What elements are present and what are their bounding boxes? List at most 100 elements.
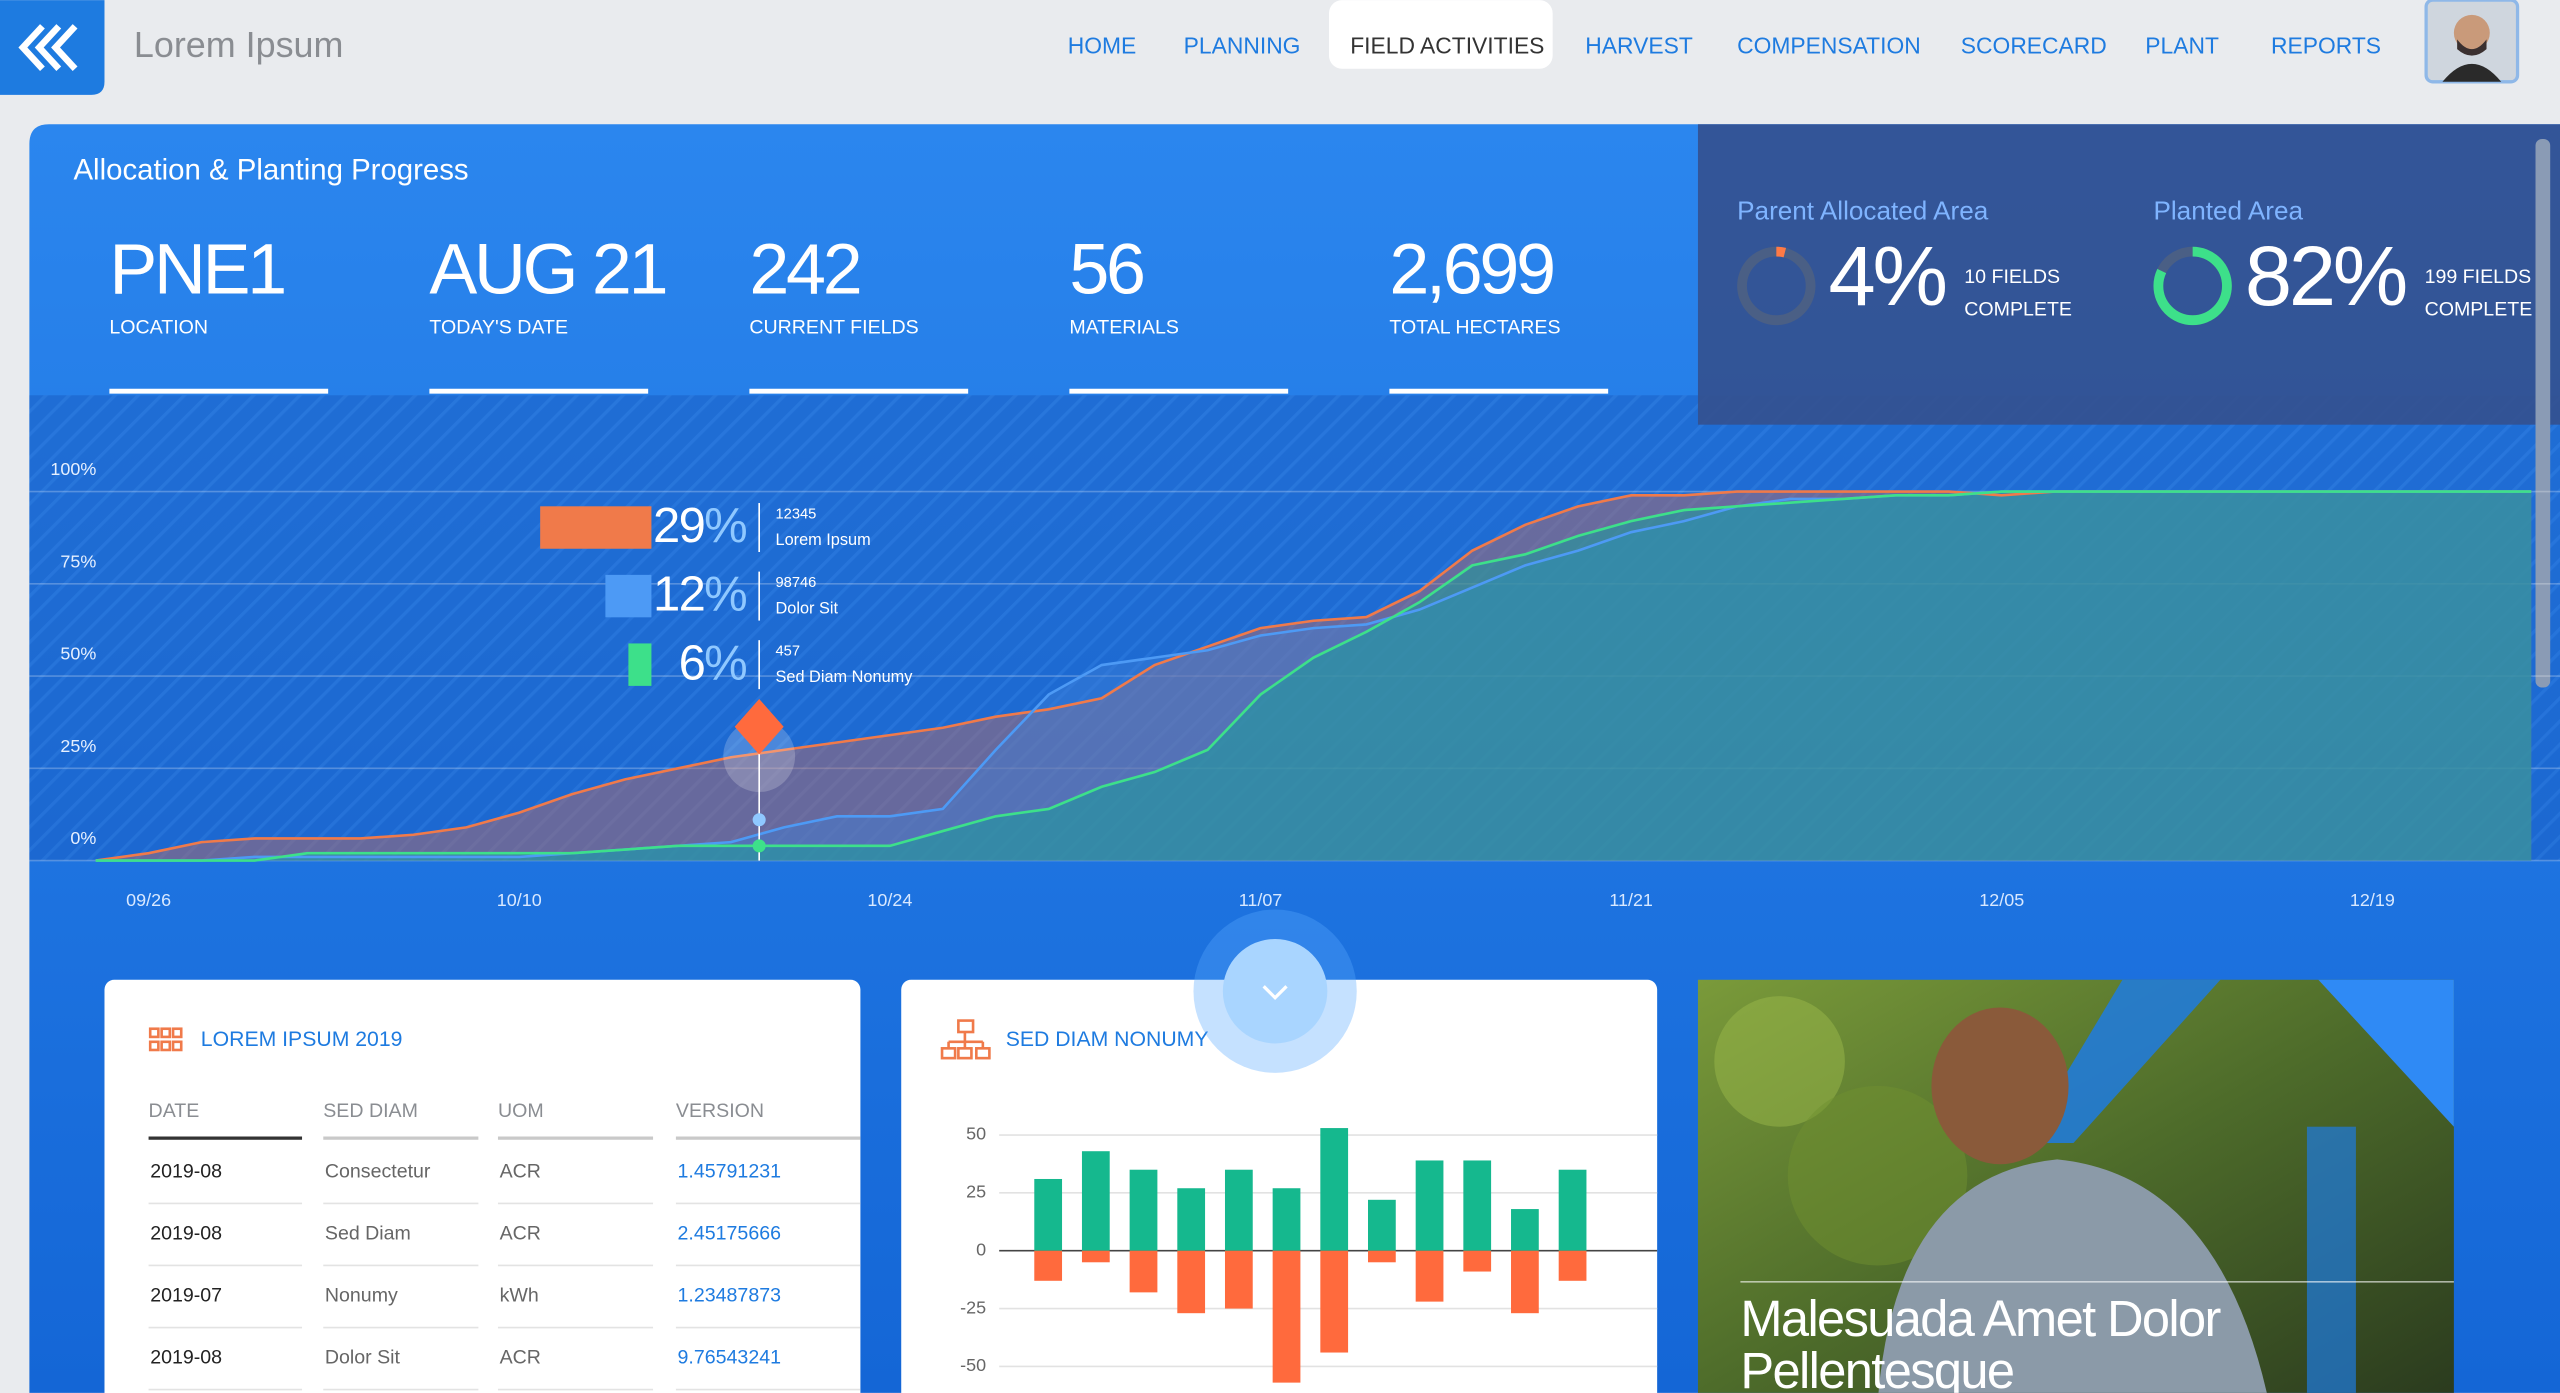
tooltip-number: 6 [679,636,705,690]
gauge-panel [1697,124,2560,425]
bar [1081,1250,1110,1263]
bar [1558,1169,1587,1251]
table-card [104,979,861,1393]
y-tick-label: 0% [70,828,96,848]
tooltip-unit: % [704,499,746,553]
y-tick-label: 50 [966,1124,986,1144]
bar [1463,1250,1492,1272]
tooltip-value: 6% [679,636,747,690]
bar-card [901,979,1658,1393]
stat-value: AUG 21 [429,229,665,309]
stat-value: 242 [749,229,859,309]
x-tick-label: 12/05 [1979,890,2024,910]
person-body [1878,1159,2267,1393]
y-tick-label: 75% [60,551,96,571]
bar [1081,1151,1110,1251]
nav-item[interactable]: PLANT [2145,33,2219,59]
y-tick-label: 25% [60,736,96,756]
bar [1129,1169,1158,1251]
active-tab [1328,0,1553,69]
column-underline [323,1136,479,1140]
tooltip-unit: % [704,568,746,622]
x-tick-label: 10/10 [497,890,542,910]
table-cell: 1.45791231 [678,1161,781,1183]
bar [1177,1188,1206,1251]
nav-item[interactable]: PLANNING [1184,33,1301,59]
stat-label: CURRENT FIELDS [749,317,918,339]
nav-item[interactable]: SCORECARD [1961,33,2107,59]
bar [1511,1250,1539,1314]
bar [1320,1250,1349,1353]
y-tick-label: -25 [960,1297,986,1317]
table-cell: 2.45175666 [678,1223,782,1245]
bar [1034,1250,1063,1281]
x-tick-label: 10/24 [867,890,912,910]
gauge-note: 199 FIELDS [2425,266,2532,288]
bar [1034,1178,1063,1251]
stat-value: 56 [1069,229,1143,309]
brand-shape [2306,1126,2356,1393]
y-tick-label: 25 [966,1182,986,1202]
scroll-arrow [1262,985,1288,1001]
stat-underline [749,388,969,394]
table-cell: Consectetur [325,1161,431,1183]
brand: Lorem Ipsum [134,24,344,65]
caption: Pellentesque [1740,1342,2013,1393]
tooltip-count: 457 [776,643,801,659]
stat-value: PNE1 [109,229,284,309]
stat-label: TODAY'S DATE [429,317,568,339]
table-cell: ACR [500,1161,541,1183]
bar [1415,1160,1444,1251]
table-cell: Dolor Sit [325,1347,401,1369]
table-cell: ACR [500,1347,541,1369]
hover-dot [752,813,766,827]
scrollbar[interactable] [2535,138,2551,688]
bar [1368,1199,1396,1251]
stat-underline [429,388,649,394]
hover-dot [752,839,766,853]
tooltip-value: 29% [653,499,746,553]
avatar[interactable] [2424,0,2520,84]
bar [1224,1169,1253,1251]
column-header: VERSION [676,1100,764,1122]
column-header: UOM [498,1100,544,1122]
tooltip-name: Lorem Ipsum [776,531,871,549]
x-tick-label: 12/19 [2350,890,2395,910]
column-underline [675,1136,861,1140]
gauge-note: 10 FIELDS [1964,266,2060,288]
bar [1558,1250,1587,1281]
nav-item[interactable]: COMPENSATION [1737,33,1921,59]
tooltip-swatch [605,574,652,618]
nav-item[interactable]: REPORTS [2271,33,2381,59]
tooltip-number: 12 [653,568,704,622]
nav-item[interactable]: FIELD ACTIVITIES [1350,33,1544,59]
gauge-title: Planted Area [2153,195,2303,225]
hierarchy-icon [940,1019,991,1060]
table-cell: 1.23487873 [678,1285,782,1307]
nav-item[interactable]: HARVEST [1585,33,1693,59]
tooltip-unit: % [704,636,746,690]
scroll-button[interactable] [1222,938,1328,1044]
person-head [1931,1007,2069,1165]
y-tick-label: 0 [976,1239,986,1259]
stat-label: TOTAL HECTARES [1389,317,1560,339]
bar [1272,1188,1301,1251]
brand-shape [2024,979,2221,1144]
table-cell: ACR [500,1223,541,1245]
bar [1129,1250,1158,1293]
column-underline [148,1136,303,1140]
gauge-title: Parent Allocated Area [1737,195,1989,225]
column-header: SED DIAM [323,1100,418,1122]
section-title: Allocation & Planting Progress [73,153,468,186]
tooltip-swatch [628,643,652,686]
foliage [1714,996,1845,1127]
stat-label: MATERIALS [1069,317,1179,339]
bar [1320,1128,1349,1251]
table-cell: Nonumy [325,1285,398,1307]
bar [1463,1160,1492,1251]
table-cell: 2019-08 [150,1161,222,1183]
nav-item[interactable]: HOME [1068,33,1137,59]
stat-value: 2,699 [1389,229,1553,309]
